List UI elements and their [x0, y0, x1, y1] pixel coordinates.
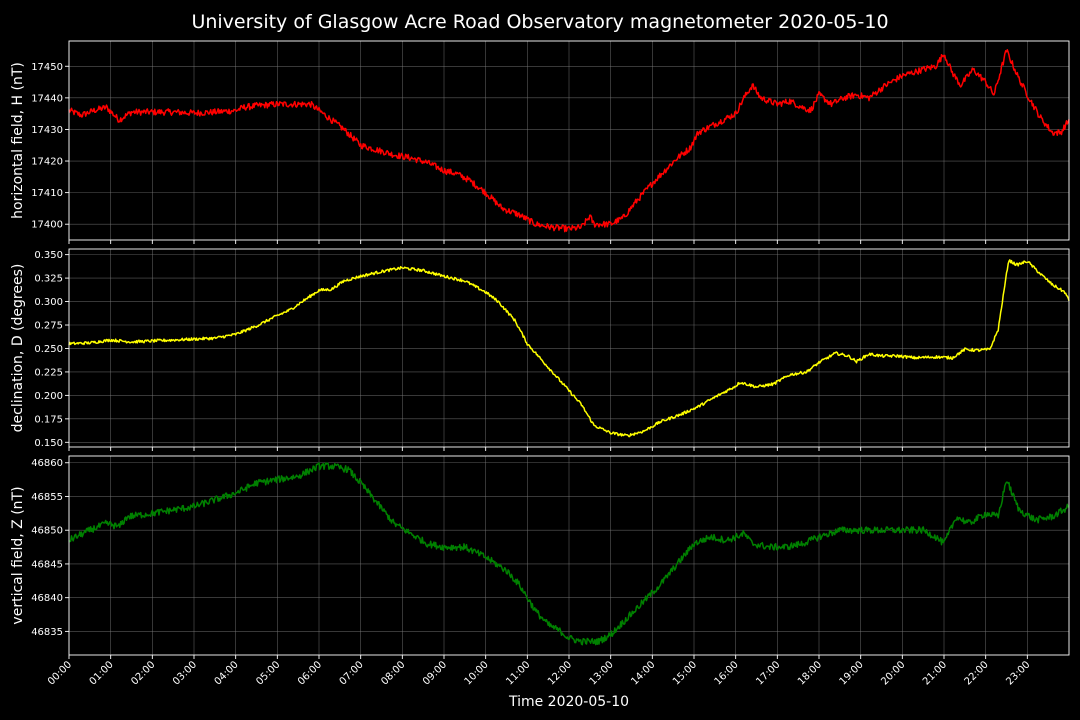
y-tick-label: 17450	[31, 62, 63, 73]
y-tick-label: 0.150	[34, 438, 63, 449]
y-tick-label: 0.225	[34, 367, 63, 378]
y-tick-label: 0.250	[34, 344, 63, 355]
h-panel: 17400 17410 17420 17430 17440 17450 horizontal…	[10, 40, 1070, 244]
y-axis-label: declination, D (degrees)	[10, 264, 26, 433]
y-tick-label: 0.175	[34, 414, 63, 425]
x-tick-label: 03:00	[171, 659, 199, 687]
y-axis-label: vertical field, Z (nT)	[10, 486, 26, 624]
panel-frame	[68, 248, 1070, 448]
x-tick-label: 16:00	[713, 659, 741, 687]
x-tick-label: 08:00	[379, 659, 407, 687]
d-panel: 0.150 0.175 0.200 0.225 0.250 0.275 0.300 0.325…	[10, 248, 1070, 451]
x-tick-label: 13:00	[588, 659, 616, 687]
x-tick-label: 20:00	[879, 659, 907, 687]
x-tick-label: 00:00	[46, 659, 74, 687]
y-tick-label: 46855	[31, 492, 63, 503]
y-axis-label: horizontal field, H (nT)	[10, 62, 26, 219]
z-panel: 46835 46840 46845 46850 46855 46860 vertical f…	[10, 455, 1070, 659]
x-tick-label: 05:00	[254, 659, 282, 687]
y-tick-label: 0.200	[34, 391, 63, 402]
x-tick-label: 19:00	[838, 659, 866, 687]
y-tick-label: 17410	[31, 188, 63, 199]
y-tick-label: 46860	[31, 458, 63, 469]
panel-frame	[68, 40, 1070, 241]
x-tick-label: 21:00	[921, 659, 949, 687]
x-tick-label: 22:00	[963, 659, 991, 687]
y-tick-label: 0.300	[34, 297, 63, 308]
y-tick-label: 17420	[31, 157, 63, 168]
x-axis-label: Time 2020-05-10	[508, 694, 629, 710]
panel-frame	[68, 455, 1070, 656]
x-tick-label: 04:00	[213, 659, 241, 687]
x-tick-label: 07:00	[338, 659, 366, 687]
d-series-line	[68, 259, 1070, 438]
x-tick-label: 10:00	[463, 659, 491, 687]
x-tick-label: 09:00	[421, 659, 449, 687]
x-tick-label: 23:00	[1004, 659, 1032, 687]
z-series-line	[68, 462, 1070, 646]
x-tick-label: 14:00	[629, 659, 657, 687]
y-tick-label: 0.325	[34, 274, 63, 285]
x-tick-label: 18:00	[796, 659, 824, 687]
x-tick-label: 12:00	[546, 659, 574, 687]
x-tick-label: 15:00	[671, 659, 699, 687]
x-tick-label: 02:00	[129, 659, 157, 687]
y-tick-label: 17430	[31, 125, 63, 136]
y-tick-label: 17400	[31, 220, 63, 231]
chart-panels: 17400 17410 17420 17430 17440 17450 horizontal…	[10, 40, 1070, 688]
y-tick-label: 46845	[31, 559, 63, 570]
x-tick-label: 06:00	[296, 659, 324, 687]
y-tick-label: 0.350	[34, 250, 63, 261]
x-tick-label: 01:00	[88, 659, 116, 687]
x-tick-label: 17:00	[754, 659, 782, 687]
x-tick-label: 11:00	[504, 659, 532, 687]
h-series-line	[68, 49, 1070, 233]
y-tick-label: 0.275	[34, 321, 63, 332]
y-tick-label: 17440	[31, 93, 63, 104]
chart-title: University of Glasgow Acre Road Observat…	[191, 11, 888, 33]
y-tick-label: 46835	[31, 627, 63, 638]
y-tick-label: 46850	[31, 526, 63, 537]
y-tick-label: 46840	[31, 593, 63, 604]
